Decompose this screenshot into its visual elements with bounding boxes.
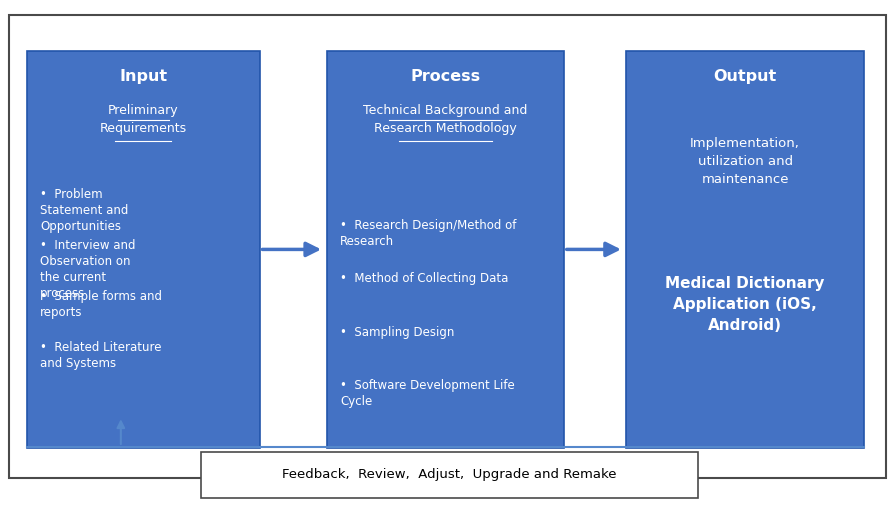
Text: Medical Dictionary
Application (iOS,
Android): Medical Dictionary Application (iOS, And… [664,276,824,333]
Text: Process: Process [409,69,480,84]
FancyBboxPatch shape [27,51,259,448]
Text: •  Sample forms and
reports: • Sample forms and reports [40,290,162,319]
Text: •  Interview and
Observation on
the current
process: • Interview and Observation on the curre… [40,239,136,300]
Text: Output: Output [713,69,776,84]
Text: •  Method of Collecting Data: • Method of Collecting Data [340,272,508,286]
Text: Feedback,  Review,  Adjust,  Upgrade and Remake: Feedback, Review, Adjust, Upgrade and Re… [283,468,616,482]
Text: •  Sampling Design: • Sampling Design [340,326,454,339]
FancyBboxPatch shape [201,452,697,498]
Text: Technical Background and
Research Methodology: Technical Background and Research Method… [363,104,527,135]
FancyBboxPatch shape [326,51,563,448]
FancyBboxPatch shape [9,15,885,478]
Text: •  Software Development Life
Cycle: • Software Development Life Cycle [340,379,514,408]
Text: •  Problem
Statement and
Opportunities: • Problem Statement and Opportunities [40,188,129,233]
FancyBboxPatch shape [626,51,863,448]
Text: Implementation,
utilization and
maintenance: Implementation, utilization and maintena… [689,137,799,186]
Text: Preliminary
Requirements: Preliminary Requirements [99,104,187,135]
Text: •  Related Literature
and Systems: • Related Literature and Systems [40,341,162,370]
Text: •  Research Design/Method of
Research: • Research Design/Method of Research [340,219,516,248]
Text: Input: Input [119,69,167,84]
